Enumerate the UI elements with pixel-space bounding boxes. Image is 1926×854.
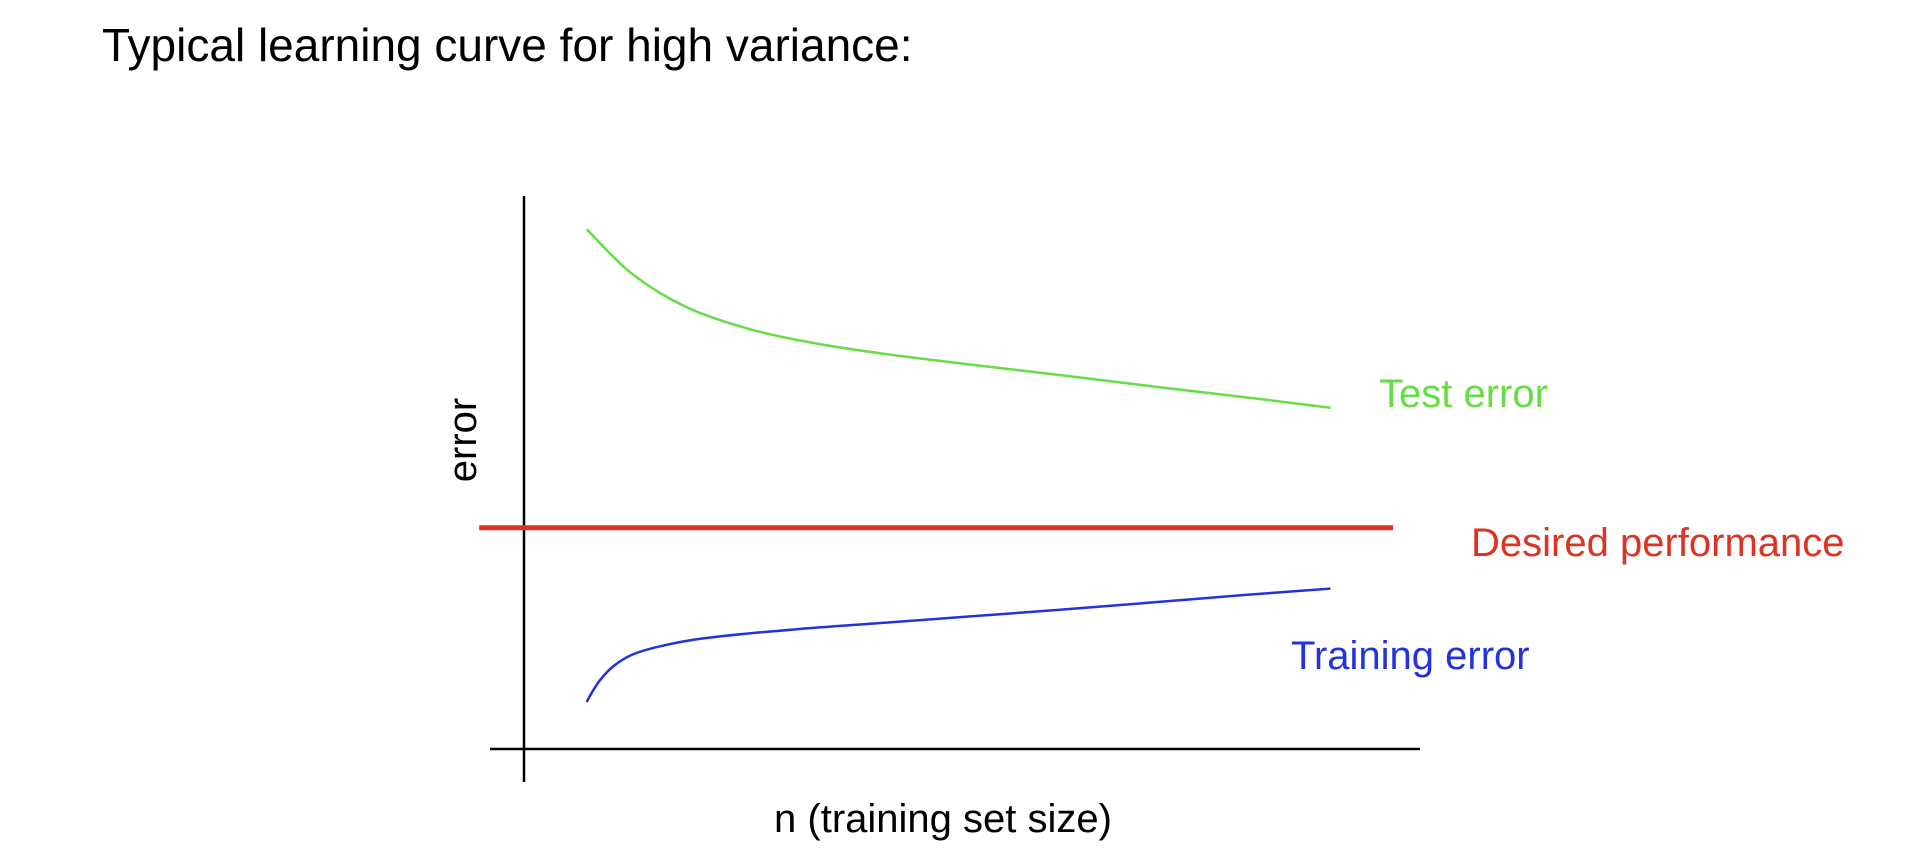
series-line-training-error	[585, 587, 1331, 703]
x-axis-label: n (training set size)	[774, 797, 1112, 841]
series-group	[479, 228, 1394, 703]
series-line-test-error	[585, 228, 1331, 410]
legend-label-desired-performance: Desired performance	[1471, 521, 1845, 565]
slide-title: Typical learning curve for high variance…	[102, 19, 913, 71]
legend-label-training-error: Training error	[1291, 634, 1530, 678]
legend-label-test-error: Test error	[1379, 372, 1548, 416]
y-axis-label: error	[441, 398, 485, 482]
